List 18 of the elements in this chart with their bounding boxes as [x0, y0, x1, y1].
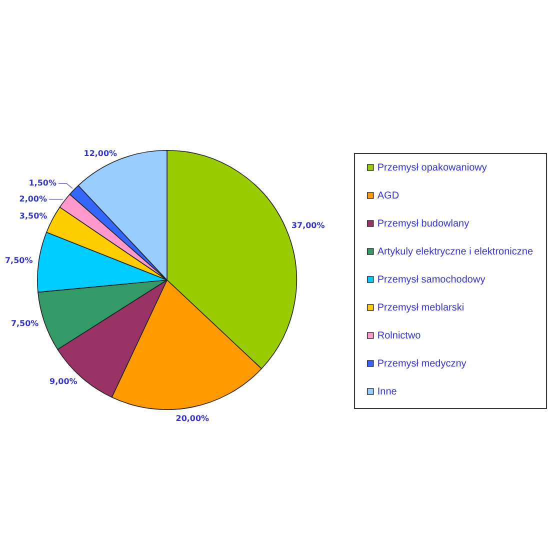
legend-label: Inne: [377, 386, 398, 398]
legend-label: Przemysł opakowaniowy: [377, 162, 487, 174]
data-label: 7,50%: [4, 256, 33, 265]
legend-label: AGD: [377, 190, 400, 202]
data-label: 37,00%: [291, 221, 325, 230]
legend-label: Przemysł meblarski: [377, 302, 464, 314]
data-label: 9,00%: [50, 376, 78, 386]
data-label: 12,00%: [84, 149, 118, 158]
data-label: 7,50%: [10, 319, 39, 328]
legend-label: Przemysł medyczny: [377, 358, 466, 370]
legend-label: Rolnictwo: [377, 330, 422, 342]
legend-label: Artykuly elektryczne i elektroniczne: [377, 246, 534, 258]
legend-label: Przemysł samochodowy: [377, 274, 486, 286]
legend-label: Przemysł budowlany: [377, 218, 470, 230]
data-label: 3,50%: [19, 212, 48, 221]
data-label: 2,00%: [19, 194, 48, 204]
data-label: 20,00%: [176, 414, 210, 424]
data-label: 1,50%: [28, 178, 56, 188]
